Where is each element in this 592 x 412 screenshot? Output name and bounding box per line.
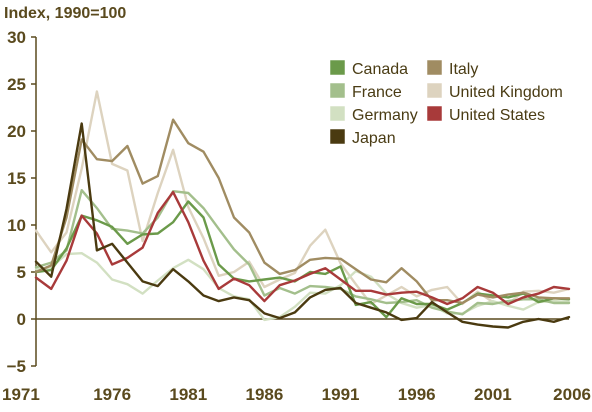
chart-title: Index, 1990=100 [4,5,126,22]
legend-swatch [329,105,346,122]
y-tick-label: 0 [17,310,26,329]
legend-label: Germany [352,107,418,124]
series-line-france [34,188,571,316]
x-tick-label: 2001 [474,385,512,404]
x-tick-label: 1981 [169,385,207,404]
x-tick-label: 1976 [93,385,131,404]
series-layer [34,90,571,329]
series-line-italy [34,118,571,305]
legend-swatch [329,82,346,99]
legend-label: United States [449,107,545,124]
legend: Canada France Germany Japan Italy United King… [329,59,563,147]
x-tick-label: 1996 [398,385,436,404]
legend-swatch [426,82,443,99]
y-tick-label: 15 [7,169,26,188]
y-tick-label: 10 [7,216,26,235]
legend-swatch [426,59,443,76]
legend-swatch [329,59,346,76]
y-tick-label: 30 [7,28,26,47]
legend-swatch [426,105,443,122]
y-tick-label: 25 [7,75,26,94]
legend-label: United Kingdom [449,84,563,101]
series-line-japan [34,122,571,329]
x-tick-label: 2006 [553,385,591,404]
y-tick-label: −5 [7,357,26,376]
y-tick-label: 20 [7,122,26,141]
legend-label: Japan [352,130,396,147]
x-tick-label: 1991 [322,385,360,404]
x-tick-label: 1986 [246,385,284,404]
legend-label: Italy [449,61,478,78]
legend-swatch [329,128,346,145]
axes: −5 0 5 10 15 20 25 30 1971 1976 1981 1986 1991 1996 20… [2,28,591,404]
legend-label: France [352,84,402,101]
y-tick-label: 5 [17,263,26,282]
series-line-germany [34,251,571,322]
x-tick-label: 1971 [2,385,40,404]
legend-label: Canada [352,61,408,78]
